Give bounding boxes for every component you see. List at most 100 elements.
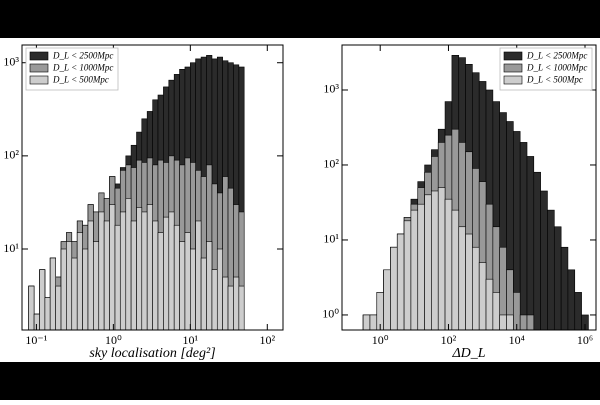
histogram-bar — [60, 248, 67, 331]
histogram-bar — [200, 257, 207, 331]
x-tick-label: 10² — [259, 333, 275, 347]
histogram-bar — [44, 297, 51, 331]
histogram-bar — [168, 211, 175, 331]
histogram-bar — [157, 232, 164, 331]
legend-label: D_L < 1000Mpc — [526, 63, 587, 73]
histogram-bar — [152, 220, 159, 331]
histogram-bar — [238, 285, 245, 331]
histogram-bar — [66, 241, 73, 331]
histogram-bar — [560, 246, 569, 331]
legend-swatch — [29, 51, 49, 61]
histogram-bar — [71, 257, 78, 331]
legend-label: D_L < 500Mpc — [52, 75, 109, 85]
legend-label: D_L < 1000Mpc — [52, 63, 113, 73]
histogram-bar — [190, 248, 196, 331]
x-tick-label: 10⁰ — [372, 333, 389, 347]
histogram-bar — [125, 198, 132, 331]
histogram-bar — [141, 211, 148, 331]
histogram-bar — [362, 314, 371, 331]
histogram-bar — [76, 232, 83, 331]
histogram-bar — [437, 187, 446, 331]
axes-frame — [341, 44, 597, 331]
histogram-bar — [211, 269, 218, 331]
legend-swatch — [503, 51, 523, 61]
histogram-bar — [49, 257, 56, 331]
histogram-bar — [98, 211, 105, 331]
histogram-bar — [233, 276, 240, 331]
histogram-bar — [417, 203, 425, 331]
legend-swatch — [29, 63, 49, 73]
histogram-bar — [410, 209, 419, 331]
histogram-bar — [444, 198, 453, 331]
histogram-bar — [146, 204, 153, 331]
histogram-bar — [485, 278, 494, 331]
histogram-bar — [222, 276, 229, 331]
histogram-bar — [55, 285, 62, 331]
histogram-bar — [87, 220, 94, 331]
histogram-bar — [472, 246, 480, 331]
histogram-bar — [163, 216, 170, 331]
histogram-bar — [567, 269, 576, 331]
histogram-bar — [451, 209, 460, 331]
histogram-bar — [383, 269, 391, 331]
histogram-bar — [526, 156, 535, 331]
histogram-bar — [216, 248, 223, 331]
histogram-bar — [458, 226, 466, 331]
histogram-bar — [82, 248, 89, 331]
x-tick-label: 10⁻¹ — [25, 333, 47, 347]
histogram-bar — [369, 314, 378, 331]
histogram-bar — [184, 232, 191, 331]
histogram-bar — [39, 269, 46, 331]
letterbox-bottom — [0, 362, 600, 400]
histogram-bar — [540, 190, 548, 331]
axes-frame — [21, 44, 284, 331]
x-tick-label: 10⁶ — [577, 333, 593, 347]
histogram-bar — [119, 211, 127, 331]
y-tick-label: 10¹ — [323, 232, 339, 246]
y-tick-label: 10¹ — [3, 241, 19, 255]
histogram-bar — [424, 194, 432, 331]
x-axis-label: ΔD_L — [451, 346, 485, 361]
x-tick-label: 10² — [441, 333, 457, 347]
histogram-bar — [390, 246, 398, 331]
histogram-bar — [130, 220, 137, 331]
y-tick-label: 10² — [3, 148, 19, 162]
histogram-bar — [173, 224, 180, 331]
histogram-bar — [547, 209, 555, 331]
letterbox-top — [0, 0, 600, 38]
histogram-bar — [109, 204, 116, 331]
histogram-bar — [103, 220, 110, 331]
y-tick-label: 10³ — [323, 82, 339, 96]
legend-label: D_L < 2500Mpc — [526, 51, 587, 61]
histogram-bar — [478, 262, 487, 331]
legend-label: D_L < 500Mpc — [526, 75, 583, 85]
legend-label: D_L < 2500Mpc — [52, 51, 113, 61]
histogram-bar — [195, 220, 202, 331]
legend-swatch — [503, 75, 523, 85]
histogram-bar — [431, 190, 439, 331]
histogram-bar — [533, 171, 541, 331]
histogram-bar — [506, 314, 514, 331]
histogram-bar — [396, 233, 405, 331]
y-tick-label: 10⁰ — [322, 307, 339, 321]
x-tick-label: 10¹ — [183, 333, 199, 347]
histogram-bar — [492, 292, 500, 331]
histogram-bar — [526, 314, 535, 331]
legend-swatch — [503, 63, 523, 73]
y-tick-label: 10³ — [3, 54, 19, 68]
x-axis-label: sky localisation [deg²] — [89, 346, 215, 361]
histogram-bar — [179, 241, 186, 331]
histogram-bar — [28, 285, 35, 331]
histogram-bar — [227, 285, 234, 331]
histogram-bar — [519, 314, 528, 331]
histogram-bar — [574, 292, 582, 331]
histogram-bar — [206, 241, 213, 331]
histogram-bar — [519, 142, 528, 331]
legend-swatch — [29, 75, 49, 85]
y-tick-label: 10² — [323, 157, 339, 171]
x-tick-label: 10⁴ — [509, 333, 525, 347]
histogram-bar — [93, 241, 100, 331]
histogram-bar — [403, 220, 412, 331]
histogram-bar — [499, 314, 507, 331]
